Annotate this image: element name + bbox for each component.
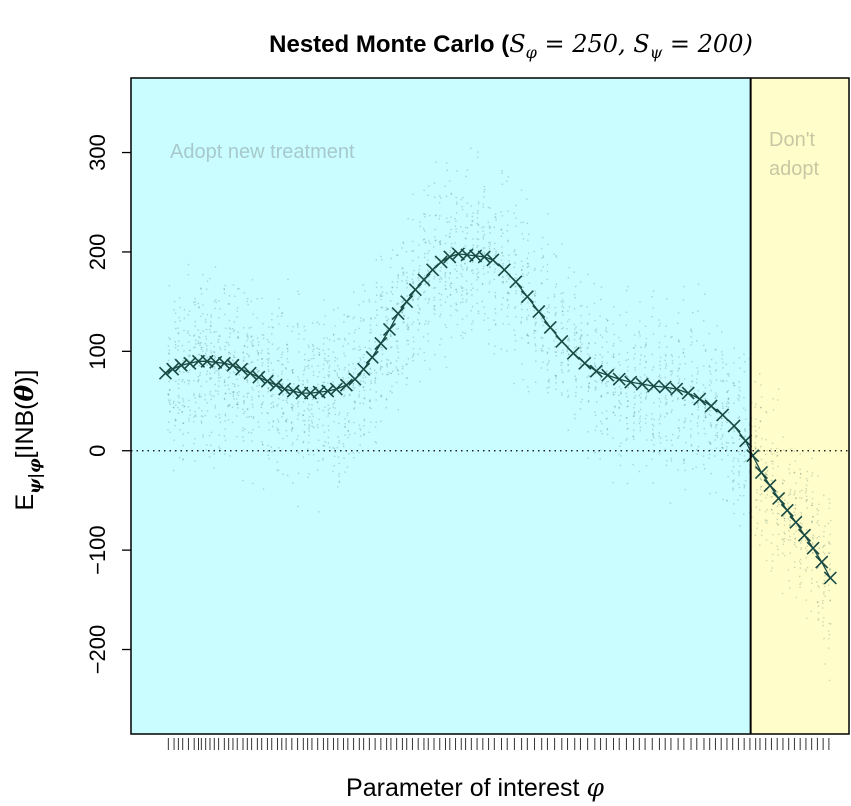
mean-point bbox=[727, 419, 741, 433]
y-tick-label: 300 bbox=[85, 134, 110, 171]
mean-point bbox=[797, 528, 812, 542]
mean-point bbox=[235, 362, 249, 376]
mean-point bbox=[269, 378, 283, 392]
mean-point bbox=[647, 379, 661, 393]
mean-point bbox=[670, 382, 684, 396]
mean-point bbox=[806, 541, 820, 555]
mean-point bbox=[321, 384, 335, 398]
s-phi-value: = 250, bbox=[537, 30, 633, 58]
mean-point bbox=[681, 386, 695, 400]
y-axis-title-theta: θ bbox=[10, 384, 39, 401]
y-axis-title: Eψ|φ[INB(θ)] bbox=[10, 370, 44, 511]
mean-point bbox=[348, 372, 362, 386]
mean-point bbox=[260, 374, 274, 388]
mean-point bbox=[226, 358, 240, 372]
mean-point bbox=[543, 320, 557, 335]
s-phi-subscript: φ bbox=[526, 43, 538, 62]
y-tick-label: −200 bbox=[85, 625, 110, 675]
mean-point bbox=[601, 368, 615, 382]
y-tick-label: 100 bbox=[85, 333, 110, 370]
x-axis-title-phi: φ bbox=[586, 773, 604, 802]
mean-point bbox=[486, 253, 500, 267]
mean-point bbox=[286, 384, 300, 398]
mean-point bbox=[497, 263, 511, 277]
y-axis: −200 −100 0 100 200 300 bbox=[85, 134, 131, 674]
mean-point bbox=[754, 466, 768, 480]
y-axis-title-e: E bbox=[11, 494, 39, 511]
mean-point bbox=[658, 380, 672, 394]
mean-point bbox=[509, 275, 523, 289]
y-tick-label: −100 bbox=[85, 525, 110, 575]
y-axis-title-subscript: ψ|φ bbox=[25, 458, 44, 494]
mean-point bbox=[789, 515, 803, 529]
mean-point bbox=[772, 491, 786, 506]
mean-point bbox=[434, 255, 448, 269]
mean-point bbox=[477, 250, 491, 264]
mean-point bbox=[443, 250, 457, 264]
mean-point bbox=[183, 356, 197, 370]
mean-point bbox=[693, 392, 707, 406]
x-rug bbox=[167, 738, 830, 750]
mean-point bbox=[780, 503, 794, 517]
mean-point bbox=[520, 290, 534, 304]
mean-point bbox=[252, 370, 266, 384]
dont-adopt-label-line-2: adopt bbox=[769, 158, 819, 180]
mean-point bbox=[174, 358, 188, 372]
mean-point bbox=[739, 434, 753, 448]
s-phi-symbol: S bbox=[509, 30, 525, 58]
mean-point bbox=[339, 378, 353, 392]
mean-point bbox=[566, 346, 580, 360]
mean-point bbox=[365, 350, 379, 364]
chart-title-prefix: Nested Monte Carlo ( bbox=[269, 31, 509, 58]
dont-adopt-label-line-1: Don't bbox=[769, 129, 816, 151]
y-axis-title-body: [INB( bbox=[11, 401, 39, 459]
mean-point bbox=[815, 555, 829, 569]
dont-adopt-region bbox=[750, 78, 849, 734]
s-psi-value: = 200) bbox=[662, 30, 753, 58]
mean-point bbox=[408, 283, 422, 297]
adopt-region bbox=[131, 78, 751, 734]
s-psi-subscript: ψ bbox=[650, 43, 663, 62]
x-axis-title: Parameter of interest φ bbox=[346, 773, 604, 802]
mean-point bbox=[400, 295, 414, 309]
mean-point bbox=[589, 364, 603, 378]
mean-point bbox=[716, 408, 730, 422]
mean-point bbox=[578, 356, 592, 370]
mean-point bbox=[166, 362, 180, 376]
mean-point bbox=[374, 336, 388, 350]
mean-point bbox=[624, 375, 638, 389]
mean-point bbox=[635, 377, 649, 391]
mean-point bbox=[391, 306, 405, 321]
plot-frame bbox=[130, 77, 850, 735]
mean-point bbox=[382, 322, 397, 337]
mean-point bbox=[746, 449, 760, 463]
mean-point bbox=[704, 399, 718, 413]
mean-point bbox=[243, 366, 257, 380]
mean-point bbox=[555, 334, 569, 348]
mean-estimate-series bbox=[158, 247, 837, 585]
chart-title: Nested Monte Carlo (Sφ = 250, Sψ = 200) bbox=[269, 30, 753, 62]
mean-point bbox=[612, 372, 626, 386]
mean-point bbox=[278, 382, 292, 396]
mean-point bbox=[357, 362, 371, 376]
y-axis-title-suffix: )] bbox=[11, 370, 39, 385]
mean-point bbox=[417, 273, 431, 287]
y-tick-label: 0 bbox=[85, 445, 110, 457]
s-psi-symbol: S bbox=[633, 30, 649, 58]
mean-point bbox=[158, 366, 173, 380]
mean-point bbox=[217, 356, 231, 370]
mean-point bbox=[329, 382, 343, 396]
y-tick-label: 200 bbox=[85, 234, 110, 271]
mean-point bbox=[532, 305, 546, 319]
mean-point bbox=[763, 478, 777, 493]
adopt-region-label: Adopt new treatment bbox=[170, 141, 355, 163]
mean-point bbox=[823, 571, 837, 585]
x-axis-title-text: Parameter of interest bbox=[346, 774, 586, 802]
